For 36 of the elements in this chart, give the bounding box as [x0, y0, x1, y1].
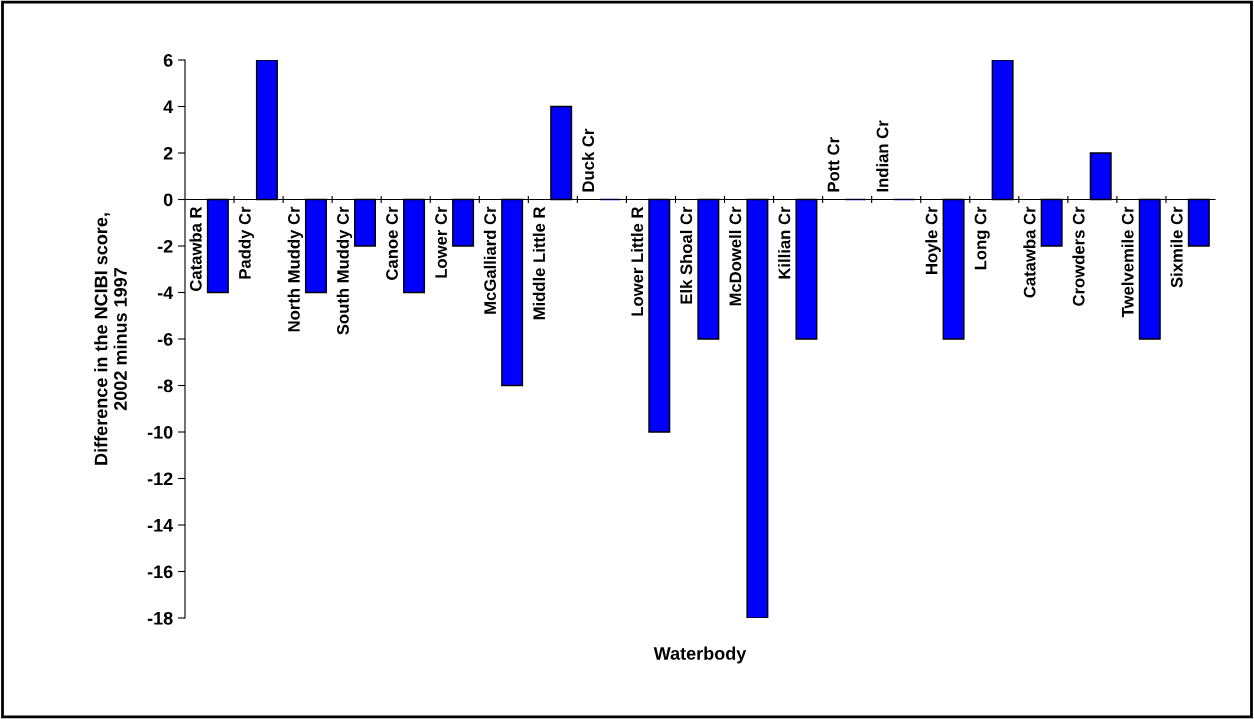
y-tick-label: -18 — [147, 611, 173, 625]
x-tick-label: McGalliard Cr — [483, 206, 497, 314]
x-tick-label: Catawba Cr — [1023, 206, 1036, 298]
x-tick-label: Killian Cr — [778, 206, 791, 279]
y-tick-label: 2 — [163, 146, 173, 160]
x-tick-label: Crowders Cr — [1072, 206, 1085, 306]
x-tick-label: Lower Cr — [435, 206, 447, 278]
x-tick-label: Sixmile Cr — [1170, 206, 1183, 288]
y-axis-title: Difference in the NCIBI score, 2002 minus 1997 — [94, 213, 127, 465]
y-tick-label: -4 — [157, 286, 174, 300]
y-tick-label: -8 — [157, 379, 173, 393]
x-tick-label: Middle Little R — [532, 206, 546, 320]
x-tick-label: Long Cr — [974, 206, 990, 270]
x-tick-label: Duck Cr — [581, 128, 595, 192]
x-tick-label: Canoe Cr — [386, 206, 398, 280]
y-tick-label: 4 — [163, 100, 174, 114]
x-tick-label: Twelvemile Cr — [1121, 206, 1134, 318]
y-tick-label: -12 — [147, 472, 173, 486]
x-axis-title: Waterbody — [653, 646, 747, 664]
x-tick-label: South Muddy Cr — [336, 206, 353, 335]
y-tick-label: -10 — [147, 425, 173, 439]
y-tick-label: 0 — [163, 193, 173, 207]
x-tick-label: Elk Shoal Cr — [679, 206, 693, 304]
x-tick-label: McDowell Cr — [729, 206, 742, 306]
x-tick-label: Paddy Cr — [238, 206, 255, 279]
x-tick-label: North Muddy Cr — [287, 206, 304, 332]
y-tick-label: -6 — [157, 332, 173, 346]
x-tick-label: Lower Little R — [630, 206, 644, 316]
x-tick-label: Catawba R — [189, 206, 202, 291]
y-tick-label: 6 — [163, 53, 173, 67]
x-tick-label: Indian Cr — [876, 120, 889, 192]
y-tick-label: -16 — [147, 565, 173, 579]
y-tick-label: -14 — [147, 519, 174, 532]
y-tick-label: -2 — [157, 239, 173, 253]
x-tick-label: Hoyle Cr — [925, 206, 941, 274]
x-tick-label: Pott Cr — [827, 137, 840, 192]
